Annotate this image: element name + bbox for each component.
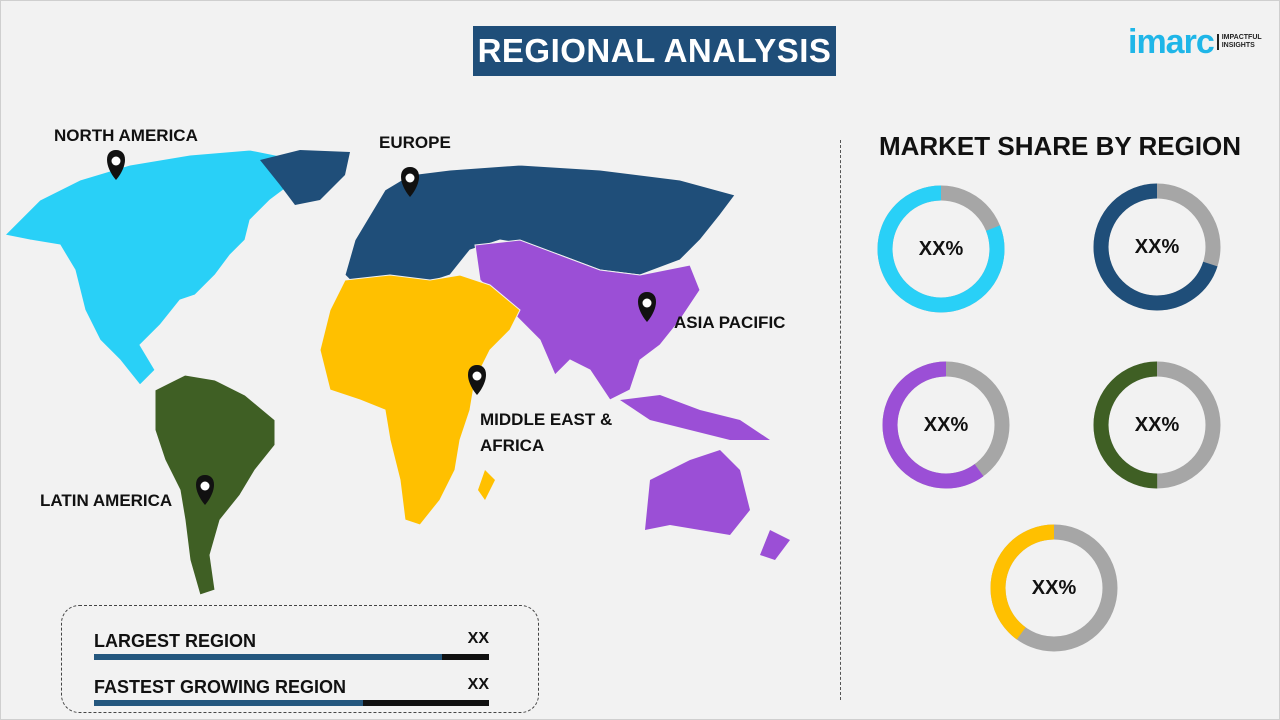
logo-wordmark: imarc	[1128, 22, 1215, 61]
region-asia-pacific	[474, 239, 701, 401]
donut-value: XX%	[1031, 577, 1077, 599]
donut-europe: XX%	[1092, 182, 1222, 312]
donut-latin-america: XX%	[1092, 360, 1222, 490]
donut-middle-east-africa: XX%	[989, 523, 1119, 653]
region-middle-east-africa	[319, 274, 521, 526]
donut-value: XX%	[1134, 236, 1180, 258]
region-southeast-asia	[620, 395, 770, 440]
label-asia-pacific: ASIA PACIFIC	[674, 313, 786, 332]
map-pin-icon	[401, 167, 419, 197]
summary-bar	[94, 700, 489, 706]
summary-bar-fill	[94, 654, 442, 660]
donut-north-america: XX%	[876, 184, 1006, 314]
summary-label: FASTEST GROWING REGION	[94, 677, 347, 697]
label-europe: EUROPE	[379, 133, 451, 152]
region-new-zealand	[760, 530, 790, 560]
section-divider	[840, 140, 841, 700]
region-north-america	[3, 149, 301, 386]
page-title: REGIONAL ANALYSIS	[473, 26, 836, 76]
world-map	[3, 149, 790, 596]
map-pin-icon	[468, 365, 486, 395]
donut-share-arc	[1093, 183, 1221, 311]
label-latin-america: LATIN AMERICA	[40, 491, 173, 510]
map-pin-icon	[196, 475, 214, 505]
map-pin-icon	[638, 292, 656, 322]
donut-value: XX%	[918, 238, 964, 260]
market-share-title: MARKET SHARE BY REGION	[878, 131, 1242, 161]
donut-share-arc	[882, 361, 1010, 489]
summary-row-fastest: FASTEST GROWING REGION XX	[94, 664, 489, 706]
donut-asia-pacific: XX%	[881, 360, 1011, 490]
label-middle-east-africa: MIDDLE EAST & AFRICA	[480, 410, 613, 455]
donut-share-arc	[990, 524, 1118, 652]
map-pin-icon	[107, 150, 125, 180]
donut-share-arc	[877, 185, 1005, 313]
summary-bar	[94, 654, 489, 660]
donut-share-arc	[1093, 361, 1221, 489]
imarc-logo: imarc IMPACTFUL INSIGHTS	[1128, 22, 1262, 62]
logo-tagline: IMPACTFUL INSIGHTS	[1216, 34, 1262, 50]
region-greenland	[260, 150, 350, 205]
summary-value: XX	[467, 630, 489, 647]
region-australia	[645, 450, 750, 535]
summary-value: XX	[467, 676, 489, 693]
summary-box: LARGEST REGION XX FASTEST GROWING REGION…	[61, 605, 539, 713]
donut-value: XX%	[923, 414, 969, 436]
donut-value: XX%	[1134, 414, 1180, 436]
summary-row-largest: LARGEST REGION XX	[94, 618, 489, 660]
summary-bar-fill	[94, 700, 363, 706]
region-latin-america	[154, 374, 276, 596]
region-madagascar	[478, 470, 495, 500]
label-north-america: NORTH AMERICA	[54, 126, 198, 145]
summary-label: LARGEST REGION	[94, 631, 257, 651]
